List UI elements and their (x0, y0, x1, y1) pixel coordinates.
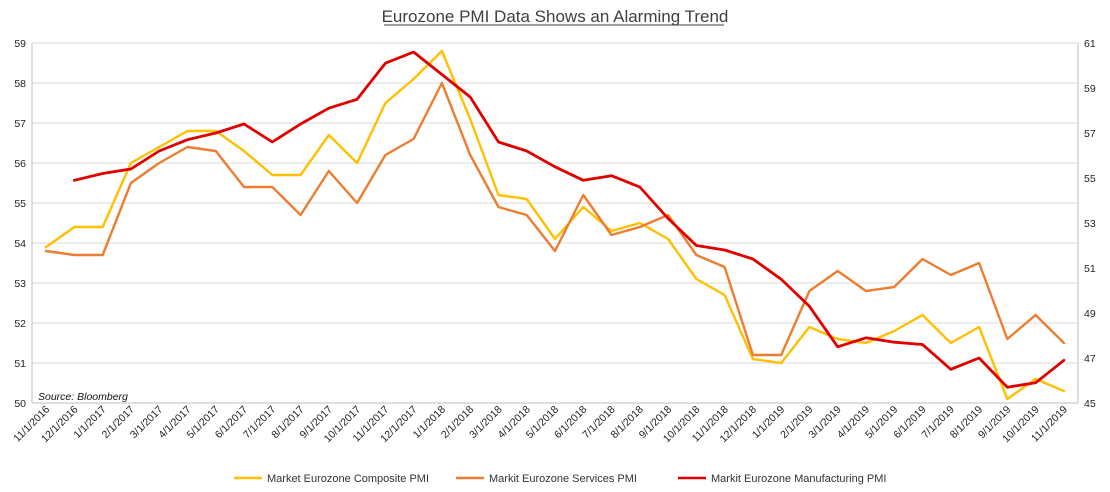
right-y-tick-label: 55 (1084, 173, 1096, 185)
chart-title: Eurozone PMI Data Shows an Alarming Tren… (382, 7, 729, 26)
left-y-tick-label: 51 (14, 358, 26, 370)
left-y-axis: 50 51 52 53 54 55 56 57 58 59 (14, 38, 26, 410)
right-y-tick-label: 61 (1084, 38, 1096, 50)
series-line (44, 49, 1066, 401)
right-y-axis: 45 47 49 51 53 55 57 59 61 (1084, 38, 1096, 410)
right-y-tick-label: 47 (1084, 353, 1096, 365)
right-y-tick-label: 51 (1084, 263, 1096, 275)
left-y-tick-label: 56 (14, 158, 26, 170)
series-lines (44, 49, 1066, 401)
left-y-tick-label: 58 (14, 78, 26, 90)
left-y-tick-label: 59 (14, 38, 26, 50)
left-y-tick-label: 55 (14, 198, 26, 210)
left-y-tick-label: 57 (14, 118, 26, 130)
right-y-tick-label: 53 (1084, 218, 1096, 230)
legend-label: Markit Eurozone Manufacturing PMI (711, 473, 886, 485)
right-y-tick-label: 45 (1084, 398, 1096, 410)
right-y-tick-label: 57 (1084, 128, 1096, 140)
series-line (44, 81, 1066, 357)
left-y-tick-label: 50 (14, 398, 26, 410)
legend-label: Markit Eurozone Services PMI (489, 473, 637, 485)
gridlines (32, 42, 1078, 404)
series-line (73, 50, 1066, 389)
left-y-tick-label: 53 (14, 278, 26, 290)
legend-label: Market Eurozone Composite PMI (267, 473, 429, 485)
plot-frame (31, 43, 1079, 404)
source-note: Source: Bloomberg (38, 391, 128, 403)
right-y-tick-label: 59 (1084, 83, 1096, 95)
legend: Market Eurozone Composite PMI Markit Euro… (234, 473, 886, 485)
x-axis: 11/1/201612/1/20161/1/20172/1/20173/1/20… (11, 404, 1070, 446)
left-y-tick-label: 54 (14, 238, 26, 250)
left-y-tick-label: 52 (14, 318, 26, 330)
right-y-tick-label: 49 (1084, 308, 1096, 320)
